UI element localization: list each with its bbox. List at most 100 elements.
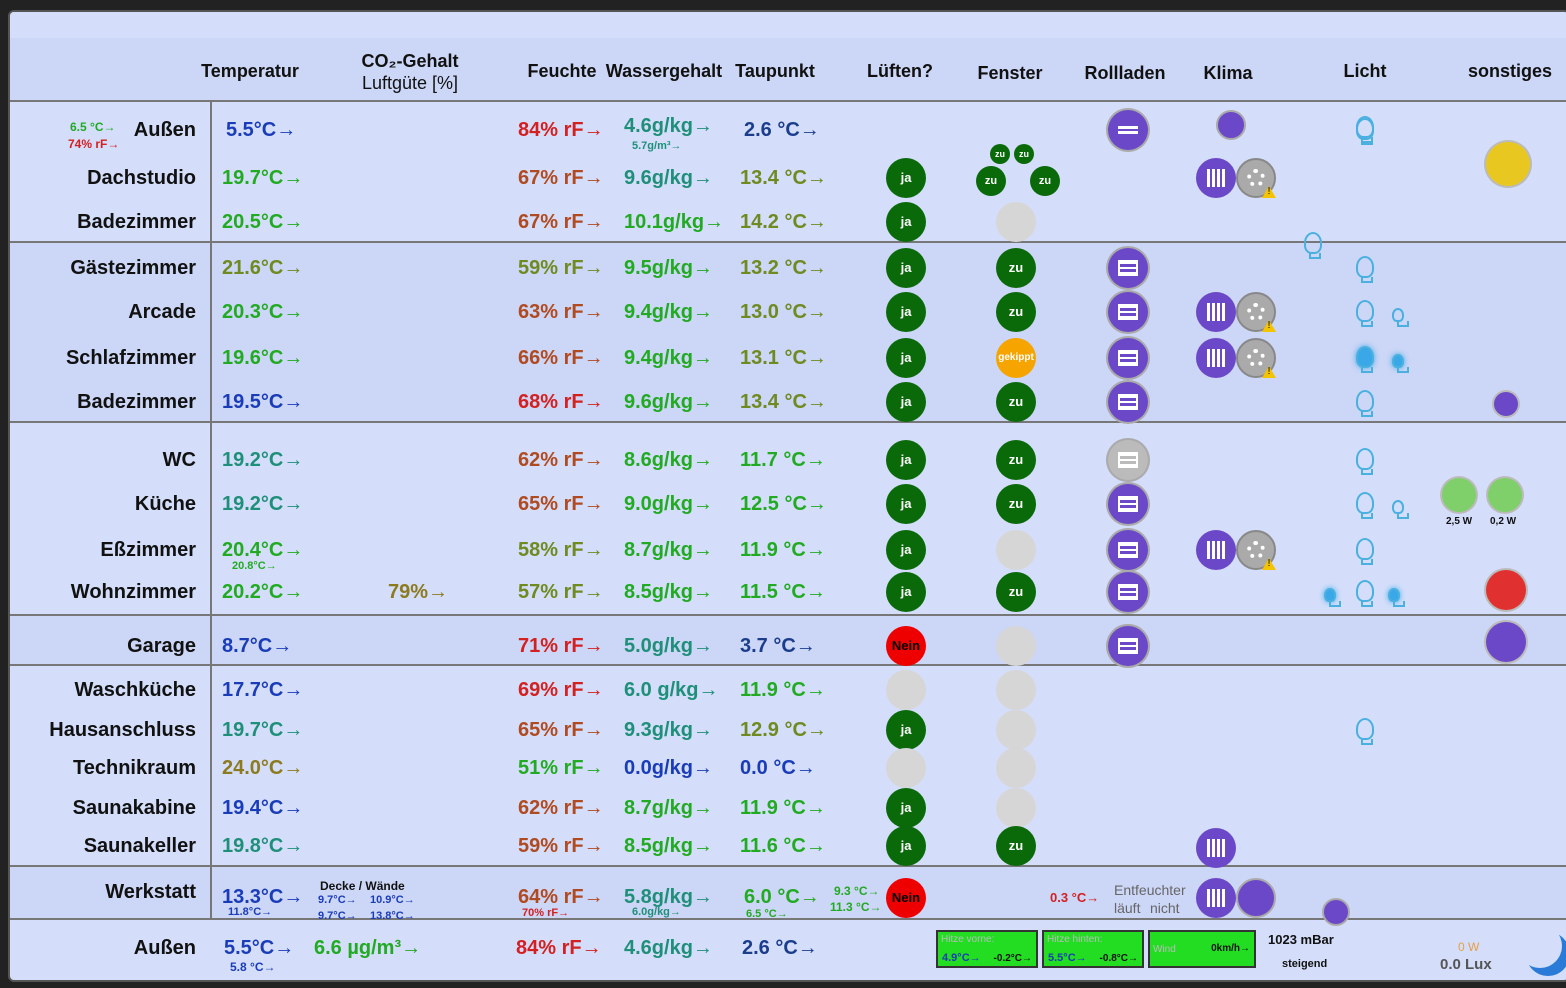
light-bulb-icon[interactable] bbox=[1356, 300, 1374, 327]
water-value: 9.4g/kg→ bbox=[624, 347, 713, 369]
room-name: Dachstudio bbox=[87, 167, 196, 189]
dew-sub-value: 6.5 °C→ bbox=[746, 908, 788, 920]
light-bulb-icon[interactable] bbox=[1356, 580, 1374, 607]
pm-value: 6.6 µg/m³→ bbox=[314, 937, 422, 959]
room-name: Badezimmer bbox=[77, 391, 196, 413]
room-name: Saunakabine bbox=[72, 797, 196, 819]
settings-warning-icon[interactable] bbox=[1236, 158, 1276, 198]
row-room: Saunakabine 19.4°C→ 62% rF→ 8.7g/kg→ 11.9 °C… bbox=[10, 788, 1566, 828]
room-name: Waschküche bbox=[74, 679, 196, 701]
garage-rollladen-button[interactable] bbox=[1108, 626, 1148, 666]
temp-value: 5.5°C→ bbox=[226, 119, 297, 141]
rollladen-button[interactable] bbox=[1108, 292, 1148, 332]
room-name: Wohnzimmer bbox=[70, 581, 196, 603]
garage-door-icon[interactable] bbox=[1486, 622, 1526, 662]
room-name: WC bbox=[162, 449, 196, 471]
section-garage bbox=[10, 616, 1566, 666]
heater-icon[interactable] bbox=[1196, 158, 1236, 198]
row-room: Garage 8.7°C→ 71% rF→ 5.0g/kg→ 3.7 °C→ Nein bbox=[10, 626, 1566, 666]
humidity-value: 69% rF→ bbox=[518, 679, 604, 701]
light-bulb-icon[interactable] bbox=[1356, 492, 1374, 519]
room-name: Außen bbox=[133, 937, 196, 959]
water-value: 6.0 g/kg→ bbox=[624, 679, 719, 701]
tree-icon[interactable] bbox=[1486, 142, 1530, 186]
power-icon[interactable] bbox=[1216, 110, 1246, 140]
heater-icon[interactable] bbox=[1196, 530, 1236, 570]
rollladen-button[interactable] bbox=[1108, 572, 1148, 612]
rollladen-button[interactable] bbox=[1108, 110, 1148, 150]
settings-warning-icon[interactable] bbox=[1236, 292, 1276, 332]
room-name: Küche bbox=[134, 493, 196, 515]
light-bulb-icon[interactable] bbox=[1356, 448, 1374, 475]
row-room: Badezimmer 19.5°C→ 68% rF→ 9.6g/kg→ 13.4 °C→… bbox=[10, 382, 1566, 422]
dew-value: 2.6 °C→ bbox=[744, 119, 820, 141]
wind-label: Wind bbox=[1153, 944, 1176, 955]
temp-value: 19.4°C→ bbox=[222, 797, 304, 819]
rollladen-button[interactable] bbox=[1108, 382, 1148, 422]
lueften-badge: ja bbox=[886, 292, 926, 332]
temp-value: 20.4°C→ bbox=[222, 539, 304, 561]
window-status-badge: zu bbox=[996, 572, 1036, 612]
settings-warning-icon[interactable] bbox=[1236, 530, 1276, 570]
window-status-badge: zu bbox=[1030, 166, 1060, 196]
snowflake-icon[interactable] bbox=[1488, 478, 1522, 512]
light-bulb-icon[interactable] bbox=[1356, 390, 1374, 417]
room-name: Technikraum bbox=[73, 757, 196, 779]
decke-value-2: 10.9°C→ bbox=[370, 894, 415, 906]
heater-icon[interactable] bbox=[1196, 878, 1236, 918]
room-name: Außen bbox=[133, 119, 196, 141]
light-bulb-small-icon[interactable] bbox=[1392, 354, 1409, 373]
temp-sub-value: 5.8 °C→ bbox=[230, 960, 276, 974]
section-werkstatt bbox=[10, 867, 1566, 920]
heater-icon[interactable] bbox=[1196, 292, 1236, 332]
wifi-icon[interactable] bbox=[1494, 392, 1518, 416]
alarm-off-icon[interactable] bbox=[1486, 570, 1526, 610]
section-basement bbox=[10, 666, 1566, 867]
settings-warning-icon[interactable] bbox=[1236, 338, 1276, 378]
rollladen-button[interactable] bbox=[1108, 484, 1148, 524]
column-header: Temperatur CO₂-Gehalt Luftgüte [%] Feuch… bbox=[10, 38, 1566, 102]
row-room: WC 19.2°C→ 62% rF→ 8.6g/kg→ 11.7 °C→ ja zu bbox=[10, 440, 1566, 480]
heater-icon[interactable] bbox=[1196, 338, 1236, 378]
window-status-badge bbox=[996, 748, 1036, 788]
decke-value-3: 9.7°C→ bbox=[318, 910, 357, 922]
window-status-badge bbox=[996, 670, 1036, 710]
water-value: 9.6g/kg→ bbox=[624, 167, 713, 189]
water-value: 5.0g/kg→ bbox=[624, 635, 713, 657]
temp-value: 19.2°C→ bbox=[222, 449, 304, 471]
rollladen-button[interactable] bbox=[1108, 440, 1148, 480]
aussen-small-rf: 74% rF→ bbox=[68, 137, 120, 151]
light-bulb-small-icon[interactable] bbox=[1388, 588, 1405, 607]
dew-value: 0.0 °C→ bbox=[740, 757, 816, 779]
light-bulb-icon[interactable] bbox=[1356, 346, 1374, 373]
appliance-icon-1[interactable] bbox=[1442, 478, 1476, 512]
dew-value: 11.5 °C→ bbox=[740, 581, 826, 603]
light-bulb-small-icon[interactable] bbox=[1392, 308, 1409, 327]
rollladen-button[interactable] bbox=[1108, 530, 1148, 570]
water-value: 8.5g/kg→ bbox=[624, 835, 713, 857]
light-bulb-icon[interactable] bbox=[1356, 538, 1374, 565]
fan-icon[interactable] bbox=[1196, 828, 1236, 868]
room-name: Werkstatt bbox=[105, 881, 196, 903]
row-aussen-top: 6.5 °C→ 74% rF→ Außen 5.5°C→ 84% rF→ 4.6… bbox=[10, 110, 1566, 152]
light-bulb-icon[interactable] bbox=[1304, 232, 1322, 259]
dew-value: 6.0 °C→ bbox=[744, 886, 820, 908]
light-bulb-icon[interactable] bbox=[1356, 256, 1374, 283]
hitze-hinten-a: 5.5°C→ bbox=[1048, 952, 1087, 964]
light-bulb-small-icon[interactable] bbox=[1392, 500, 1409, 519]
name-column-divider bbox=[210, 102, 212, 918]
light-bulb-icon[interactable] bbox=[1356, 718, 1374, 745]
gauge-icon[interactable] bbox=[1322, 898, 1350, 926]
rollladen-button[interactable] bbox=[1108, 248, 1148, 288]
dew-value: 13.1 °C→ bbox=[740, 347, 827, 369]
rollladen-button[interactable] bbox=[1108, 338, 1148, 378]
dehumidifier-icon[interactable] bbox=[1236, 878, 1276, 918]
lux-value: 0.0 Lux bbox=[1440, 956, 1492, 973]
lueften-badge: ja bbox=[886, 440, 926, 480]
light-bulb-icon[interactable] bbox=[1356, 118, 1374, 145]
light-bulb-small-icon[interactable] bbox=[1324, 588, 1341, 607]
lueften-badge bbox=[886, 748, 926, 788]
temp-value: 19.7°C→ bbox=[222, 167, 304, 189]
row-room: Arcade 20.3°C→ 63% rF→ 9.4g/kg→ 13.0 °C→ ja zu bbox=[10, 292, 1566, 332]
decke-label: Decke / Wände bbox=[320, 879, 405, 893]
